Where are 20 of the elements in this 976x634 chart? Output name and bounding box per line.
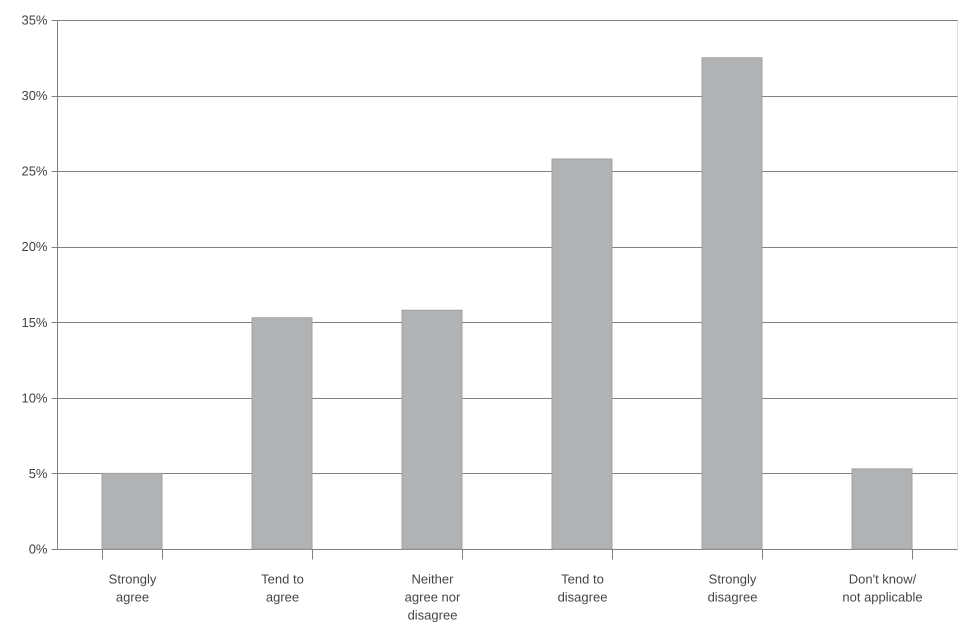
y-tick-label: 30% xyxy=(21,88,48,104)
x-tick-label: Strongly disagree xyxy=(708,572,758,604)
bar xyxy=(252,317,312,550)
x-tick-label: Tend to disagree xyxy=(558,572,608,604)
y-tick-label: 15% xyxy=(21,314,48,330)
y-tick-label: 0% xyxy=(28,542,48,556)
y-tick-label: 20% xyxy=(21,239,48,254)
bar xyxy=(102,472,162,550)
bar xyxy=(552,158,612,550)
x-tick-label: Strongly agree xyxy=(108,572,157,604)
y-tick-label: 25% xyxy=(21,164,48,179)
y-tick-label: 35% xyxy=(21,12,48,28)
bar xyxy=(402,310,462,550)
bar xyxy=(702,57,762,550)
x-tick-label: Don't know/ not applicable xyxy=(842,572,923,604)
bar xyxy=(852,468,912,550)
y-tick-label: 5% xyxy=(28,466,48,481)
x-tick-label: Tend to agree xyxy=(261,572,304,604)
x-tick-label: Neither agree nor disagree xyxy=(404,572,461,622)
y-tick-label: 10% xyxy=(21,390,48,406)
